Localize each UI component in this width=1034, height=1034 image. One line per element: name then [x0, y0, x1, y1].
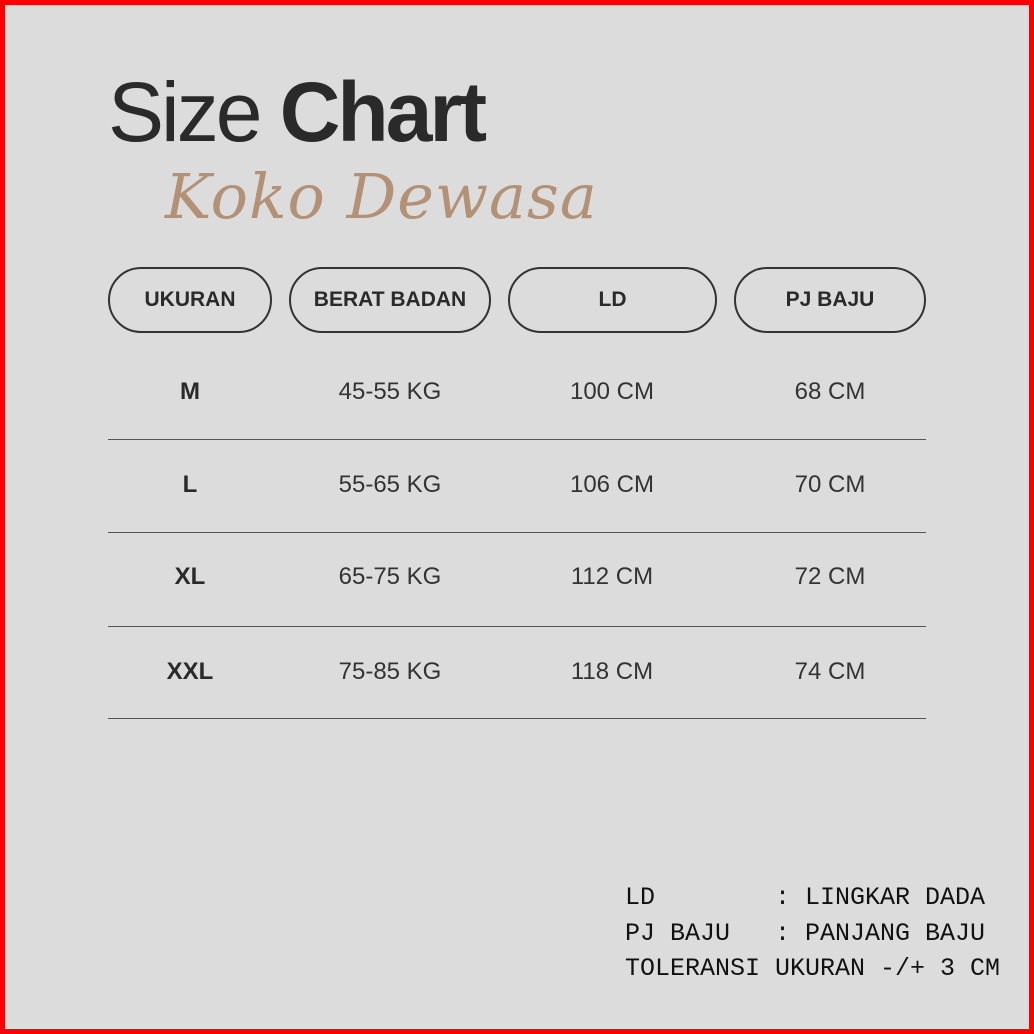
cell-berat-badan: 65-75 KG	[338, 563, 442, 590]
cell-size: M	[180, 378, 200, 405]
cell-pj-baju: 74 CM	[794, 658, 866, 685]
header-ukuran: UKURAN	[108, 267, 272, 333]
cell-berat-badan: 45-55 KG	[338, 378, 442, 405]
cell-berat-badan: 55-65 KG	[338, 471, 442, 498]
cell-size: L	[182, 471, 198, 498]
row-divider	[108, 532, 926, 533]
header-ld: LD	[508, 267, 717, 333]
cell-berat-badan: 75-85 KG	[338, 658, 442, 685]
note-ld: LD : LINGKAR DADA	[625, 883, 986, 912]
notes: LD : LINGKAR DADA PJ BAJU : PANJANG BAJU T…	[625, 880, 1000, 987]
header-pj-baju: PJ BAJU	[734, 267, 926, 333]
cell-size: XL	[174, 563, 206, 590]
cell-ld: 112 CM	[570, 563, 654, 590]
title-bold: Chart	[279, 65, 487, 159]
row-divider	[108, 439, 926, 440]
header-berat-badan: BERAT BADAN	[289, 267, 491, 333]
note-tolerance: TOLERANSI UKURAN -/+ 3 CM	[625, 954, 1001, 983]
cell-pj-baju: 72 CM	[794, 563, 866, 590]
cell-pj-baju: 68 CM	[794, 378, 866, 405]
note-pj-baju: PJ BAJU : PANJANG BAJU	[625, 918, 986, 948]
cell-size: XXL	[166, 658, 214, 685]
row-divider	[108, 626, 926, 627]
cell-pj-baju: 70 CM	[794, 471, 866, 498]
page-title: Size Chart	[108, 62, 487, 162]
cell-ld: 118 CM	[570, 658, 654, 685]
cell-ld: 100 CM	[569, 378, 655, 405]
row-divider	[108, 718, 926, 719]
cell-ld: 106 CM	[569, 471, 655, 498]
title-light: Size	[108, 65, 262, 159]
subtitle: Koko Dewasa	[165, 160, 598, 233]
